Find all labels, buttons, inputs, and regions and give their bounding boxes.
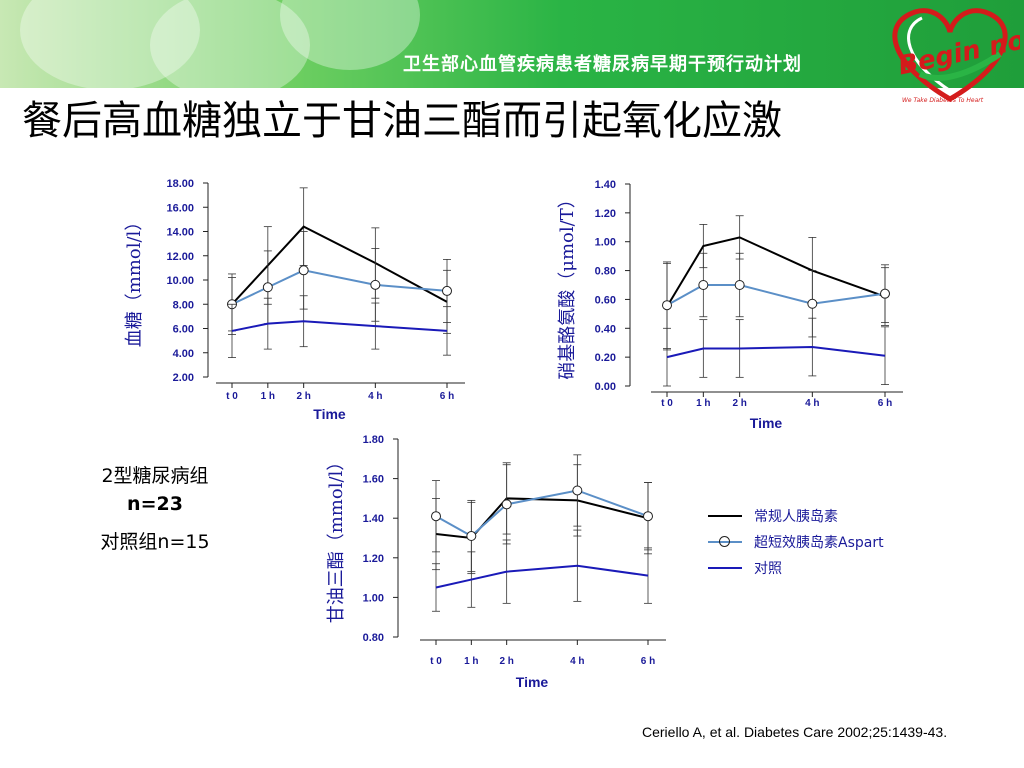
x-axis-label: Time [516,674,549,690]
y-tick-label: 0.20 [595,352,616,364]
header-program-title: 卫生部心血管疾病患者糖尿病早期干预行动计划 [403,54,802,75]
citation: Ceriello A, et al. Diabetes Care 2002;25… [642,724,948,740]
x-tick-label: 6 h [878,398,892,409]
x-tick-label: 4 h [570,656,584,667]
x-tick-label: 1 h [464,656,478,667]
series-line-control [435,564,649,589]
data-point-aspart [807,298,818,309]
y-tick-label: 0.80 [363,632,384,644]
y-tick-label: 1.60 [363,474,384,486]
y-tick-label: 1.00 [595,237,616,249]
data-point-aspart [662,300,672,311]
y-tick-label: 6.00 [173,324,194,336]
y-tick-label: 1.80 [363,434,384,446]
diabetes-group-size: n=23 [127,493,183,515]
data-point-aspart [370,279,381,290]
decorative-hand-shape [150,0,310,88]
series-line-aspart [435,489,649,538]
data-point-aspart [698,280,709,290]
series-line-control [231,320,448,332]
y-tick-label: 8.00 [173,299,194,311]
group-info: 2型糖尿病组 n=23 对照组n=15 [60,462,250,556]
header-banner: 卫生部心血管疾病患者糖尿病早期干预行动计划 [0,0,1024,88]
x-tick-label: 1 h [696,398,710,409]
legend-label-regular: 常规人胰岛素 [754,509,838,525]
y-tick-label: 0.80 [595,266,616,278]
x-tick-label: 6 h [440,391,454,402]
y-tick-label: 1.00 [363,592,384,604]
control-group-label: 对照组n=15 [100,531,210,553]
decorative-hand-shape [20,0,200,88]
x-axis-label: Time [313,406,346,422]
data-point-aspart [643,511,653,522]
y-tick-label: 1.40 [595,179,616,191]
data-point-aspart [880,288,890,299]
x-tick-label: 2 h [732,398,746,409]
slide-title: 餐后高血糖独立于甘油三酯而引起氧化应激 [22,98,782,144]
y-axis-label: 硝基酪氨酸（μmol/T） [557,190,578,379]
y-tick-label: 1.20 [363,553,384,565]
legend-label-aspart: 超短效胰岛素Aspart [754,535,884,551]
data-point-aspart [442,285,452,296]
x-tick-label: 4 h [368,391,382,402]
diabetes-group-label: 2型糖尿病组 [101,465,209,487]
x-tick-label: t 0 [226,391,238,402]
y-tick-label: 1.40 [363,513,384,525]
series-line-control [666,346,886,359]
y-tick-label: 14.00 [166,227,194,239]
legend-circle-marker [719,536,730,547]
x-tick-label: 2 h [499,656,513,667]
x-axis-label: Time [750,415,783,431]
y-tick-label: 4.00 [173,348,194,360]
triglyceride-chart: 0.80 1.00 1.20 1.40 1.60 1.80 t 0 1 h 2 h 4 h 6 h T… [326,434,666,690]
y-tick-label: 1.20 [595,208,616,220]
nitrotyrosine-chart: 0.00 0.20 0.40 0.60 0.80 1.00 1.20 1.40 t 0 1 h 2 … [557,179,903,431]
y-tick-label: 18.00 [166,178,194,190]
x-tick-label: 1 h [261,391,275,402]
series-line-regular [231,225,448,305]
y-tick-label: 0.00 [595,381,616,393]
legend-line-regular [708,515,742,517]
x-tick-label: t 0 [661,398,673,409]
y-tick-label: 10.00 [166,275,194,287]
data-point-aspart [262,282,273,293]
y-tick-label: 12.00 [166,251,194,263]
y-tick-label: 16.00 [166,202,194,214]
y-tick-label: 0.60 [595,294,616,306]
logo-tagline: We Take Diabetes To Heart [902,97,984,104]
legend-line-control [708,567,742,569]
x-tick-label: 2 h [296,391,310,402]
y-axis-label: 血糖（mmol/l） [124,213,145,348]
y-axis-label: 甘油三酯（mmol/l） [326,453,347,624]
data-point-aspart [466,531,477,542]
series-line-regular [666,236,886,308]
data-point-aspart [501,499,512,510]
begin-now-logo: Begin now! We Take Diabetes To Heart [892,8,1020,104]
data-point-aspart [734,280,745,290]
x-tick-label: 6 h [641,656,655,667]
x-tick-label: 4 h [805,398,819,409]
y-tick-label: 0.40 [595,323,616,335]
x-tick-label: t 0 [430,656,442,667]
legend-label-control: 对照 [754,561,782,577]
blood-glucose-chart: 2.00 4.00 6.00 8.00 10.00 12.00 14.00 16.00 18.0… [124,178,465,422]
data-point-aspart [298,265,309,276]
data-point-aspart [572,485,583,496]
y-tick-label: 2.00 [173,372,194,384]
data-point-aspart [431,511,441,522]
